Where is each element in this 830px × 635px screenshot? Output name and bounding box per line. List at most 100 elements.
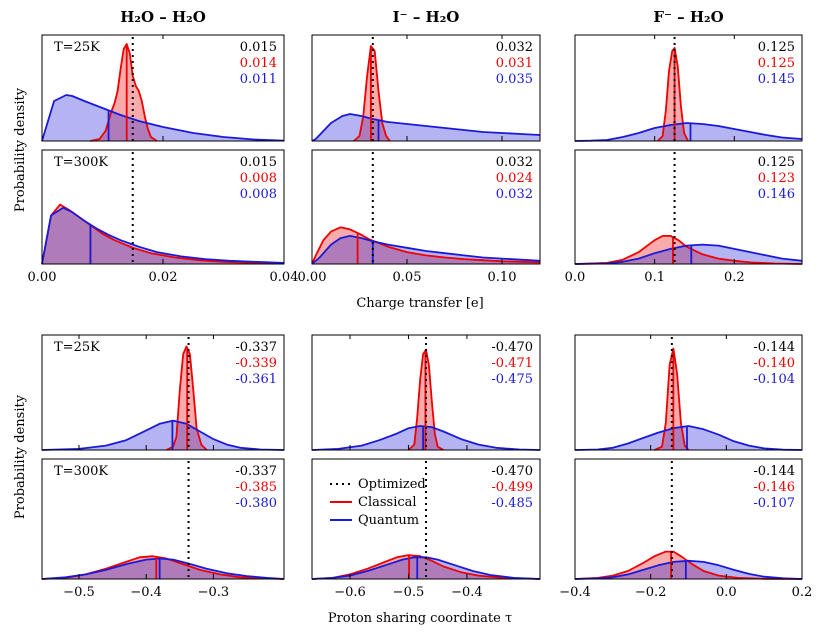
panel-frame [41, 458, 285, 580]
tick-label: 0.0 [716, 585, 737, 600]
quantum-fill [312, 235, 540, 264]
value-classical: -0.499 [491, 480, 533, 495]
panel-frame [41, 334, 285, 451]
value-optimized: -0.337 [235, 340, 277, 355]
value-optimized: 0.032 [496, 155, 533, 170]
classical-fill [654, 348, 689, 450]
classical-curve [574, 235, 803, 265]
tick-label: 0.00 [28, 270, 57, 285]
panel-proton-sharing-H2O-H2O-300K: -0.337-0.385-0.380 T=300K −0.5 −0.4 −0.3 [41, 458, 285, 600]
panel-frame [311, 34, 541, 142]
tick-label: −0.4 [451, 585, 483, 600]
panel-proton-sharing-F-H2O-25K: -0.144-0.140-0.104 [574, 334, 803, 451]
panel-proton-sharing-I-H2O-300K: -0.470-0.499-0.485 −0.6 −0.5 −0.4 [311, 458, 541, 600]
legend-classical-label: Classical [358, 495, 417, 510]
quantum-fill [575, 426, 802, 450]
tick-label: −0.5 [393, 585, 425, 600]
tick-label: 0.04 [270, 270, 299, 285]
value-optimized: 0.032 [496, 40, 533, 55]
classical-curve [657, 47, 689, 142]
tick-label: −0.4 [130, 585, 162, 600]
quantum-curve [574, 122, 803, 142]
tick-label: 0.2 [724, 270, 745, 285]
value-quantum: -0.380 [235, 496, 277, 511]
quantum-curve [41, 94, 285, 142]
value-quantum: 0.011 [240, 72, 277, 87]
column-title: I⁻ – H₂O [393, 8, 460, 26]
value-optimized: 0.015 [240, 155, 277, 170]
temperature-label: T=300K [54, 464, 108, 479]
panel-frame [574, 149, 803, 265]
legend-quantum-label: Quantum [358, 513, 419, 528]
quantum-fill [42, 420, 284, 450]
ylabel-top: Probability density [13, 87, 28, 212]
quantum-fill [575, 560, 802, 579]
value-optimized: 0.015 [240, 40, 277, 55]
value-classical: 0.031 [496, 56, 533, 71]
value-classical: 0.008 [240, 171, 277, 186]
quantum-curve [311, 113, 541, 142]
axis-labels: Charge transfer [e] Proton sharing coordi… [13, 87, 512, 626]
value-optimized: -0.470 [491, 464, 533, 479]
value-classical: -0.339 [235, 356, 277, 371]
quantum-fill [575, 244, 802, 264]
ylabel-bottom: Probability density [13, 394, 28, 519]
value-classical: 0.024 [496, 171, 533, 186]
quantum-fill [312, 114, 540, 141]
value-quantum: 0.008 [240, 187, 277, 202]
classical-curve [353, 45, 391, 142]
value-quantum: -0.475 [491, 372, 533, 387]
tick-label: −0.5 [63, 585, 95, 600]
quantum-curve [41, 557, 285, 580]
panel-proton-sharing-F-H2O-300K: -0.144-0.146-0.107 −0.4 −0.2 0.0 0.2 [559, 458, 813, 600]
classical-fill [42, 556, 284, 579]
value-quantum: 0.035 [496, 72, 533, 87]
quantum-curve [41, 206, 285, 265]
quantum-curve [574, 243, 803, 265]
value-classical: -0.385 [235, 480, 277, 495]
tick-label: −0.3 [198, 585, 230, 600]
quantum-fill [575, 123, 802, 141]
tick-label: 0.05 [393, 270, 422, 285]
value-classical: 0.123 [758, 171, 795, 186]
quantum-curve [311, 556, 541, 580]
tick-label: 0.00 [298, 270, 327, 285]
tick-label: 0.2 [792, 585, 813, 600]
xlabel-charge-transfer: Charge transfer [e] [356, 296, 483, 311]
value-quantum: -0.361 [235, 372, 277, 387]
temperature-label: T=300K [54, 155, 108, 170]
panel-frame [574, 334, 803, 451]
value-classical: 0.125 [758, 56, 795, 71]
panel-proton-sharing-I-H2O-25K: -0.470-0.471-0.475 [311, 334, 541, 451]
classical-curve [574, 550, 803, 580]
classical-curve [41, 203, 285, 265]
legend: Optimized Classical Quantum [330, 477, 426, 528]
value-quantum: 0.146 [758, 187, 795, 202]
quantum-curve [41, 419, 285, 451]
classical-fill [90, 44, 157, 141]
tick-label: −0.2 [635, 585, 667, 600]
classical-curve [90, 43, 158, 142]
quantum-fill [42, 207, 284, 264]
value-classical: -0.140 [753, 356, 795, 371]
tick-label: 0.02 [149, 270, 178, 285]
classical-fill [42, 204, 284, 264]
classical-fill [312, 555, 540, 579]
classical-curve [166, 345, 208, 451]
legend-optimized-label: Optimized [358, 477, 426, 492]
column-title: H₂O – H₂O [120, 8, 206, 26]
classical-curve [654, 347, 690, 451]
value-optimized: 0.125 [758, 40, 795, 55]
quantum-curve [574, 559, 803, 580]
value-quantum: -0.107 [753, 496, 795, 511]
panel-proton-sharing-H2O-H2O-25K: -0.337-0.339-0.361 T=25K [41, 334, 285, 451]
value-optimized: -0.144 [753, 340, 795, 355]
tick-label: 0.1 [644, 270, 665, 285]
